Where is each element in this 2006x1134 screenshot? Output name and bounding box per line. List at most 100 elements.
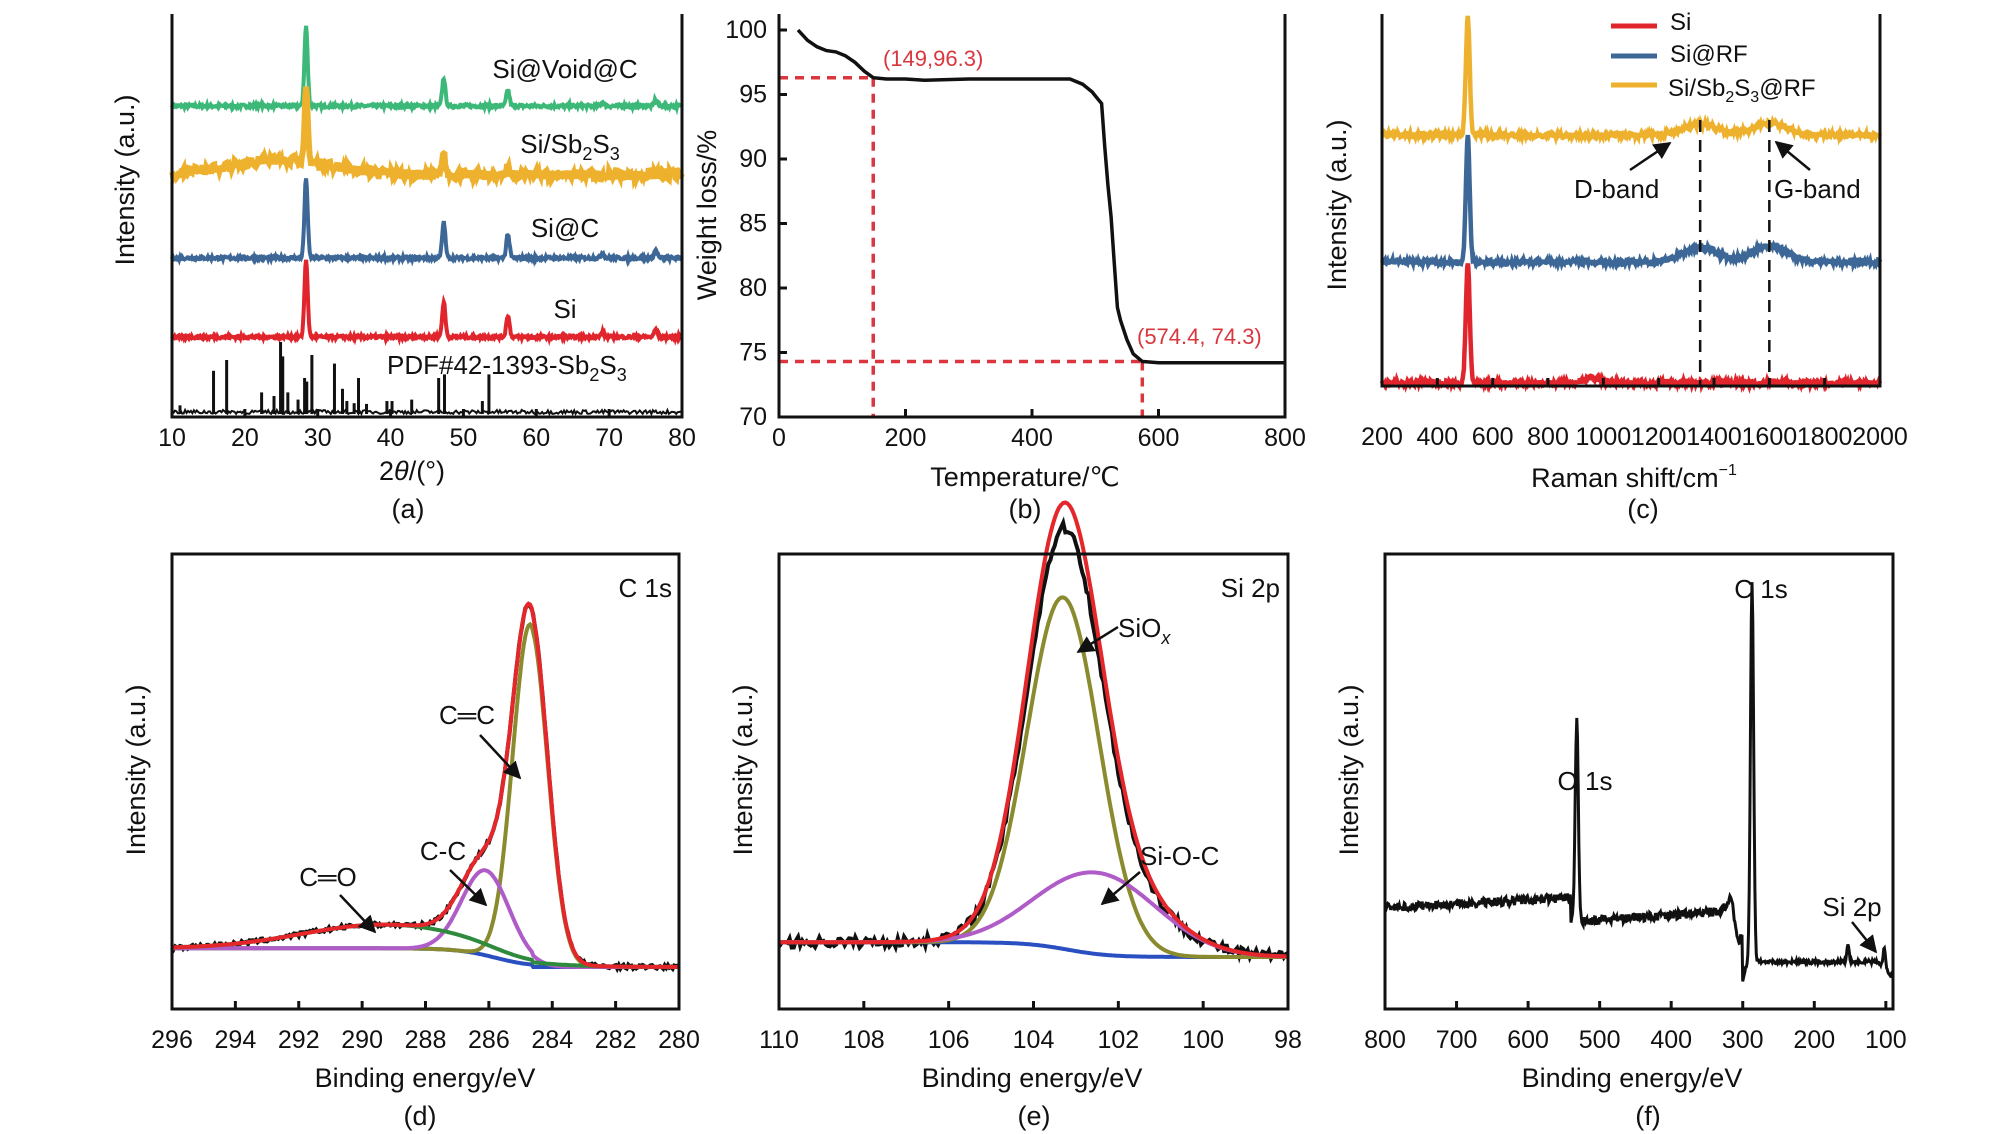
b-guide-lines [779, 75, 1145, 417]
x-tick-label: 600 [1507, 1026, 1549, 1054]
x-tick-label: 290 [341, 1026, 383, 1054]
panel-d-xps-c1s: 296 294 292 290 288 286 284 282 280 C 1s C═C C-C… [121, 552, 700, 1131]
x-tick-label: 50 [450, 424, 478, 452]
x-tick-label: 30 [304, 424, 332, 452]
x-tick-label: 800 [1264, 424, 1306, 452]
x-tick-label: 294 [215, 1026, 257, 1054]
d-panel-label: (d) [404, 1101, 437, 1131]
d-ylabel: Intensity (a.u.) [121, 684, 151, 855]
panel-c-raman: 200 400 600 800 1000 1200 1400 1600 1800 2000 Si … [1322, 9, 1908, 524]
a-series-group [169, 25, 685, 347]
a-series-si [170, 259, 684, 347]
x-tick-label: 284 [531, 1026, 573, 1054]
e-xticks: 110 108 106 104 102 100 98 [759, 1001, 1302, 1054]
x-tick-label: 0 [772, 424, 786, 452]
c-panel-label: (c) [1627, 494, 1658, 524]
b-axes-frame [777, 14, 1287, 419]
e-ylabel: Intensity (a.u.) [728, 684, 758, 855]
c-xticks: 200 400 600 800 1000 1200 1400 1600 1800 2000 [1361, 378, 1908, 451]
a-reference-sticks [171, 342, 683, 417]
f-xlabel: Binding energy/eV [1522, 1063, 1743, 1093]
f-arrow-si2p-icon [1851, 921, 1878, 954]
e-title: Si 2p [1221, 573, 1280, 603]
b-panel-label: (b) [1009, 494, 1042, 524]
x-tick-label: 400 [1416, 423, 1458, 451]
c-dband-label: D-band [1574, 174, 1659, 204]
y-tick-label: 100 [725, 16, 767, 44]
x-tick-label: 100 [1182, 1026, 1224, 1054]
a-series-si-c [170, 178, 684, 268]
x-tick-label: 800 [1527, 423, 1569, 451]
a-series-si-void-c [170, 25, 684, 116]
x-tick-label: 296 [151, 1026, 193, 1054]
x-tick-label: 70 [595, 424, 623, 452]
c-series-si-rf [1380, 134, 1883, 273]
c-axes-frame [1380, 14, 1882, 388]
y-tick-label: 70 [739, 403, 767, 431]
d-label-c-double-c: C═C [439, 700, 495, 730]
a-label-si: Si [553, 294, 576, 324]
e-arrow-siox-icon [1076, 625, 1119, 654]
b-annotation-end: (574.4, 74.3) [1137, 324, 1262, 349]
d-component-c-c [172, 868, 679, 969]
x-tick-label: 98 [1274, 1026, 1302, 1054]
d-label-c-double-o: C═O [299, 862, 356, 892]
x-tick-label: 200 [1793, 1026, 1835, 1054]
y-tick-label: 90 [739, 145, 767, 173]
d-arrow-cc-icon [449, 869, 488, 907]
c-legend-si-rf: Si@RF [1670, 41, 1748, 68]
x-tick-label: 600 [1472, 423, 1514, 451]
x-tick-label: 100 [1865, 1026, 1907, 1054]
e-label-siox: SiOx [1118, 613, 1171, 648]
a-xticks: 10 20 30 40 50 60 70 80 [158, 409, 696, 452]
f-axes-frame [1383, 552, 1895, 1011]
x-tick-label: 10 [158, 424, 186, 452]
b-ticks: 70 75 80 85 90 95 100 0 200 400 600 800 [725, 16, 1306, 452]
e-panel-label: (e) [1018, 1101, 1051, 1131]
x-tick-label: 110 [759, 1026, 799, 1054]
a-xlabel: 2θ/(°) [379, 456, 445, 486]
e-arrow-sioc-icon [1100, 871, 1141, 906]
x-tick-label: 280 [658, 1026, 700, 1054]
x-tick-label: 288 [405, 1026, 447, 1054]
a-ref-baseline [171, 407, 683, 417]
x-tick-label: 800 [1364, 1026, 1406, 1054]
x-tick-label: 1400 [1686, 423, 1742, 451]
b-tga-curve [796, 28, 1285, 365]
d-xticks: 296 294 292 290 288 286 284 282 280 [151, 1001, 700, 1054]
c-gband-arrow-icon [1774, 140, 1811, 171]
c-ylabel: Intensity (a.u.) [1322, 119, 1352, 290]
x-tick-label: 20 [231, 424, 259, 452]
panel-f-xps-survey: 800 700 600 500 400 300 200 100 C 1s O 1s Si 2p… [1334, 552, 1907, 1131]
c-xlabel: Raman shift/cm−1 [1531, 462, 1737, 493]
f-survey-curve [1383, 582, 1895, 982]
a-label-si-c: Si@C [531, 213, 599, 243]
y-tick-label: 95 [739, 81, 767, 109]
x-tick-label: 2000 [1852, 423, 1908, 451]
f-label-c1s: C 1s [1734, 574, 1787, 604]
b-annotation-onset: (149,96.3) [883, 46, 983, 71]
panel-e-xps-si2p: 110 108 106 104 102 100 98 Si 2p SiOx Si-O-C I… [728, 500, 1302, 1131]
x-tick-label: 200 [885, 424, 927, 452]
a-label-si-sb2s3: Si/Sb2S3 [520, 129, 620, 164]
x-tick-label: 282 [595, 1026, 637, 1054]
d-title: C 1s [619, 573, 672, 603]
x-tick-label: 500 [1579, 1026, 1621, 1054]
a-label-si-void-c: Si@Void@C [492, 54, 637, 84]
c-dband-arrow-icon [1629, 141, 1672, 172]
c-legend-si: Si [1670, 9, 1691, 36]
x-tick-label: 286 [468, 1026, 510, 1054]
a-label-pdf-reference: PDF#42-1393-Sb2S3 [387, 350, 627, 385]
d-component-c-c [172, 621, 679, 969]
x-tick-label: 400 [1011, 424, 1053, 452]
x-tick-label: 60 [522, 424, 550, 452]
d-arrow-cc2-icon [479, 734, 522, 780]
f-ylabel: Intensity (a.u.) [1334, 684, 1364, 855]
b-ylabel: Weight loss/% [692, 130, 722, 301]
e-raw-data [777, 516, 1289, 964]
x-tick-label: 106 [928, 1026, 970, 1054]
a-ylabel: Intensity (a.u.) [110, 94, 140, 265]
x-tick-label: 102 [1097, 1026, 1139, 1054]
